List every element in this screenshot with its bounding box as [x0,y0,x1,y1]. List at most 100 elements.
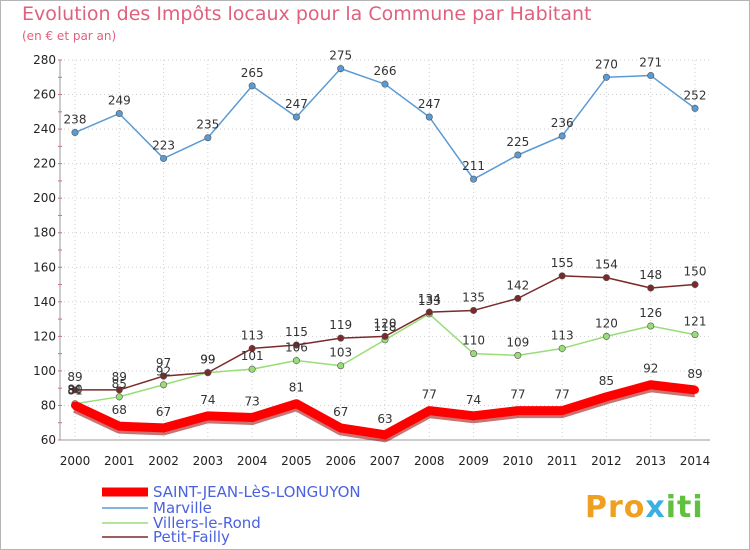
data-point [647,322,655,330]
data-point [514,351,522,359]
data-label: 110 [462,334,485,348]
x-tick-label: 2002 [148,454,179,468]
y-tick-label: 120 [33,329,56,343]
data-point [204,134,212,142]
x-tick-label: 2011 [547,454,578,468]
y-tick-label: 280 [33,53,56,67]
x-tick-label: 2014 [680,454,711,468]
x-tick-label: 2007 [370,454,401,468]
proxiti-logo: Proxiti [585,490,704,525]
data-point [513,406,522,415]
data-point [337,362,345,370]
data-point [425,406,434,415]
y-tick-label: 200 [33,191,56,205]
chart-subtitle: (en € et par an) [22,29,117,43]
data-label: 99 [200,353,215,367]
data-label: 150 [684,265,707,279]
data-point [691,281,699,289]
data-label: 77 [422,388,437,402]
data-point [425,113,433,121]
data-label: 148 [639,268,662,282]
y-tick-label: 160 [33,260,56,274]
data-label: 266 [374,64,397,78]
y-tick-label: 100 [33,364,56,378]
data-label: 133 [418,294,441,308]
data-point [602,73,610,81]
data-point [337,65,345,73]
data-point [337,334,345,342]
data-label: 155 [551,256,574,270]
data-point [470,175,478,183]
data-label: 211 [462,159,485,173]
data-point [292,357,300,365]
data-point [602,392,611,401]
data-label: 80 [67,382,82,396]
x-tick-label: 2006 [325,454,356,468]
data-point [691,104,699,112]
data-label: 77 [510,388,525,402]
data-point [381,80,389,88]
data-label: 252 [684,88,707,102]
data-label: 115 [285,325,308,339]
legend-swatch [102,507,148,509]
data-label: 85 [112,377,127,391]
data-label: 236 [551,116,574,130]
data-point [204,369,212,377]
data-label: 97 [156,356,171,370]
data-point [470,350,478,358]
data-point [381,430,389,439]
data-label: 81 [67,384,82,398]
data-point [160,372,168,380]
legend-label: Marville [153,499,212,517]
y-tick-label: 80 [41,398,56,412]
data-label: 113 [551,328,574,342]
data-point [115,393,123,401]
data-point [647,72,655,80]
data-label: 109 [506,335,529,349]
data-label: 238 [64,113,87,127]
data-label: 101 [241,349,264,363]
data-point [469,411,478,420]
y-tick-label: 240 [33,122,56,136]
data-point [514,151,522,159]
data-point [558,344,566,352]
data-label: 67 [333,405,348,419]
axes: 60 80 100 120 140 160 180 200 220 240 260 280 2000 20… [33,53,710,468]
y-tick-label: 260 [33,88,56,102]
data-label: 99 [200,353,215,367]
data-label: 89 [687,367,702,381]
x-tick-label: 2000 [60,454,91,468]
data-point [115,386,123,394]
data-point [248,82,256,90]
data-point [558,132,566,140]
data-point [602,332,610,340]
data-label: 89 [67,370,82,384]
legend-swatch [102,536,148,538]
data-label: 74 [200,393,215,407]
legend-label: Villers-le-Rond [153,514,261,532]
data-label: 121 [684,315,707,329]
x-tick-label: 2013 [635,454,666,468]
y-tick-label: 220 [33,157,56,171]
data-label: 126 [639,306,662,320]
data-label: 271 [639,56,662,70]
data-point [71,401,79,410]
y-tick-label: 140 [33,295,56,309]
data-label: 154 [595,258,618,272]
data-label: 235 [196,118,219,132]
data-point [159,423,168,432]
data-label: 265 [241,66,264,80]
data-point [647,284,655,292]
data-point [425,308,433,316]
data-point [558,272,566,280]
data-point [248,344,256,352]
series [71,65,699,443]
data-point [203,411,212,420]
data-point [336,423,345,432]
x-tick-label: 2004 [237,454,268,468]
data-label: 67 [156,405,171,419]
data-point [71,386,79,394]
data-label: 135 [462,290,485,304]
data-label: 63 [377,412,392,426]
